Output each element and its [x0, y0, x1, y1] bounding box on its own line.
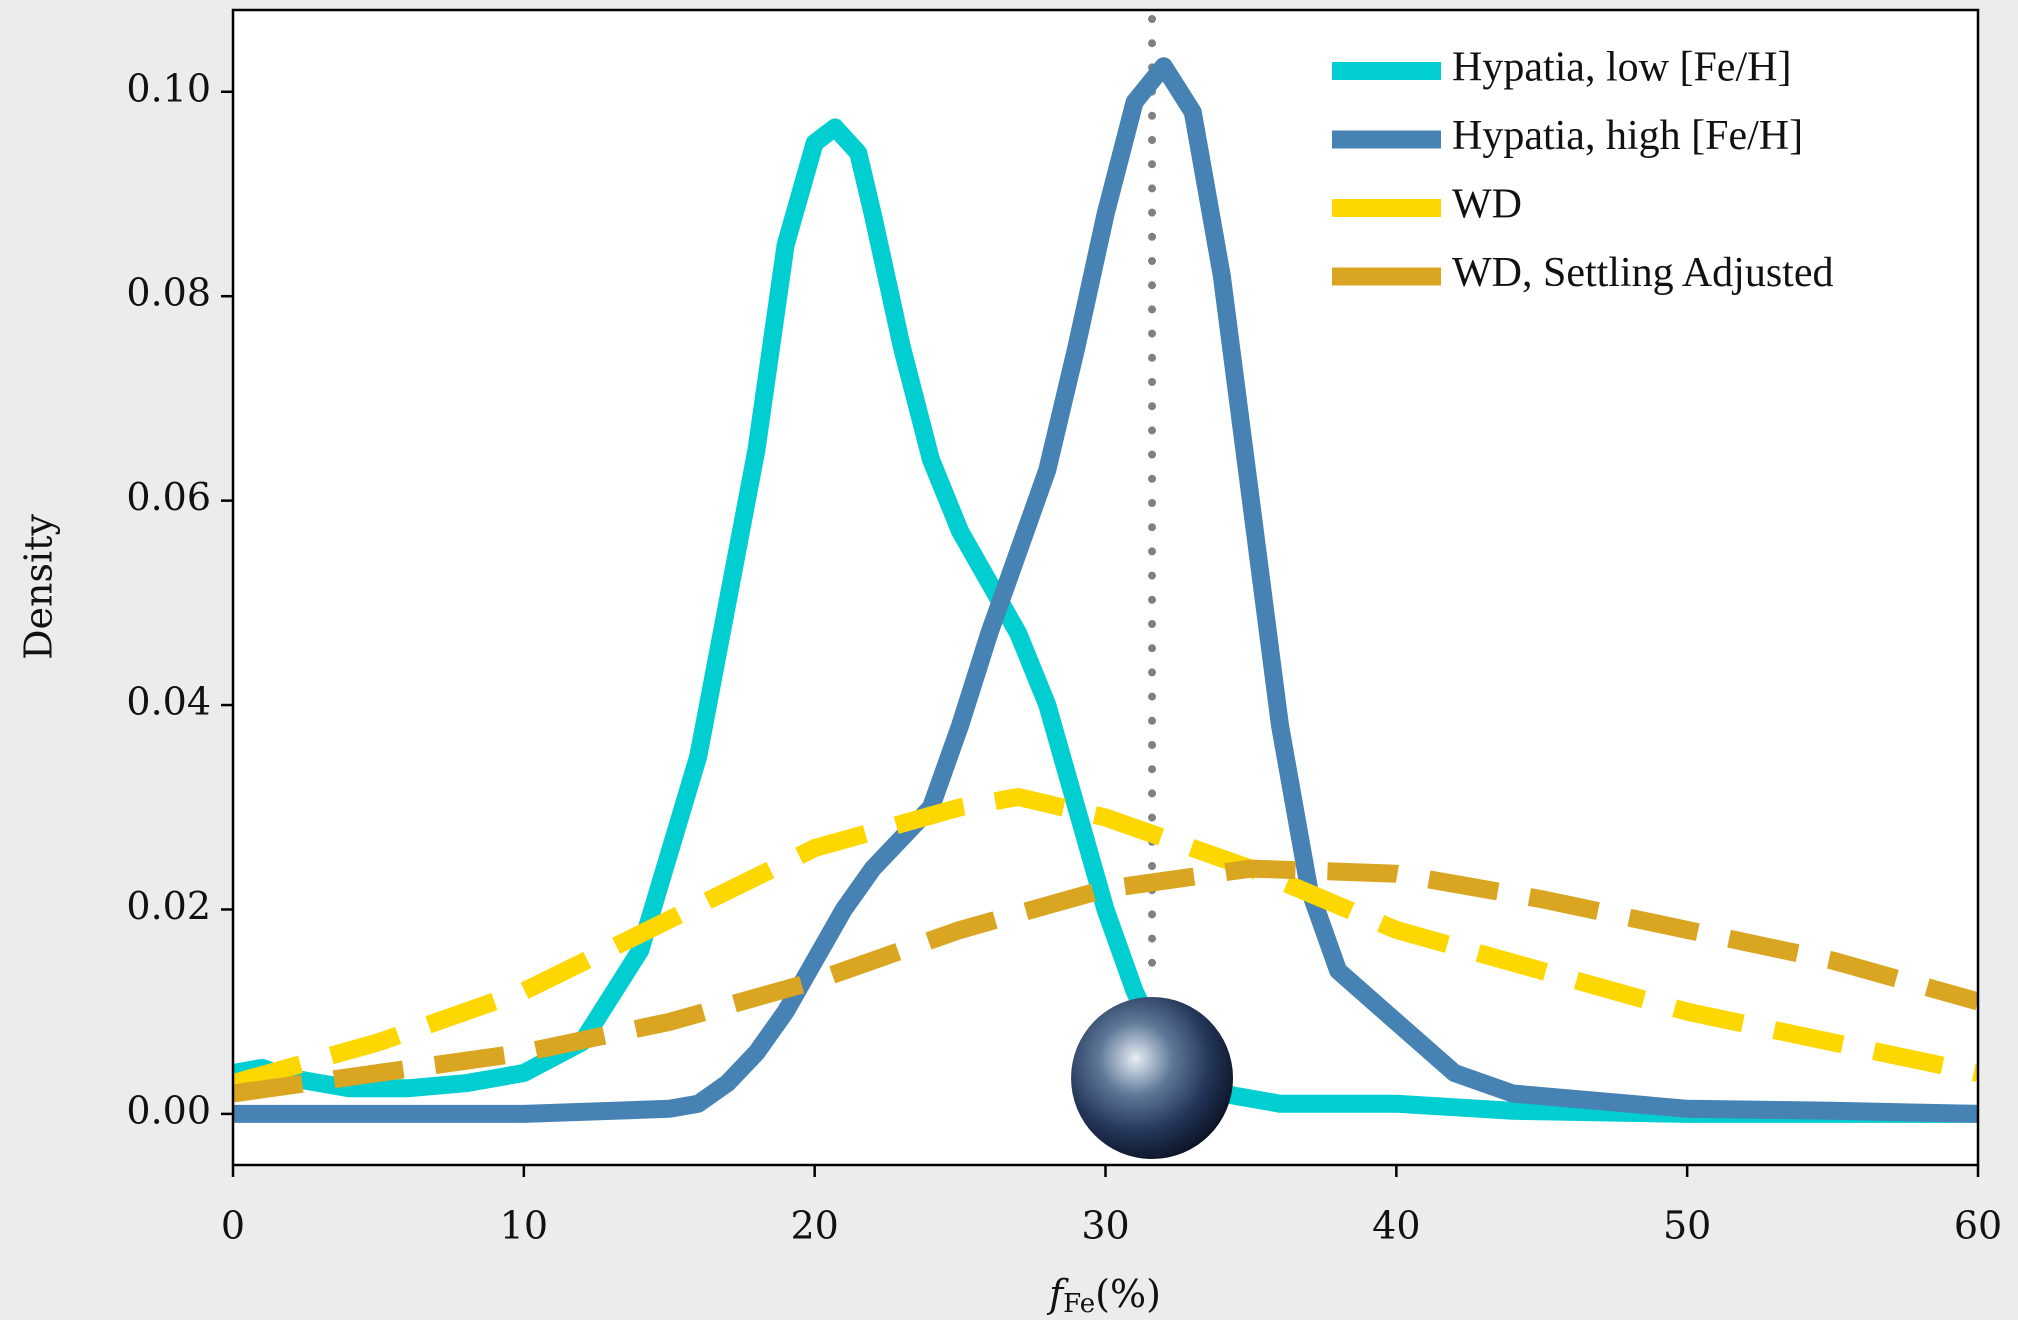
y-tick-label: 0.10: [126, 66, 211, 110]
legend-label: WD, Settling Adjusted: [1452, 250, 1834, 296]
y-tick-label: 0.02: [126, 884, 211, 928]
series-line: [233, 788, 1978, 1092]
earth-icon: [1071, 997, 1234, 1159]
legend-label: Hypatia, high [Fe/H]: [1452, 113, 1803, 159]
x-axis-label: fFe(%): [1046, 1272, 1161, 1320]
y-tick-label: 0.06: [126, 475, 211, 519]
x-tick-label: 10: [500, 1204, 548, 1248]
x-tick-label: 40: [1372, 1204, 1420, 1248]
x-tick-label: 60: [1954, 1204, 2002, 1248]
x-tick-label: 50: [1663, 1204, 1711, 1248]
y-tick-label: 0.00: [126, 1088, 211, 1132]
y-axis-label: Density: [17, 514, 61, 660]
series-line: [233, 859, 1978, 1103]
y-tick-label: 0.08: [126, 271, 211, 315]
x-tick-label: 30: [1081, 1204, 1129, 1248]
x-tick-label: 0: [221, 1204, 245, 1248]
x-label-unit: (%): [1095, 1272, 1161, 1316]
x-label-subscript: Fe: [1063, 1289, 1095, 1319]
x-tick-label: 20: [790, 1204, 838, 1248]
series-line: [233, 57, 1978, 1123]
y-tick-label: 0.04: [126, 680, 211, 724]
legend-label: WD: [1452, 182, 1522, 228]
legend-label: Hypatia, low [Fe/H]: [1452, 45, 1791, 91]
